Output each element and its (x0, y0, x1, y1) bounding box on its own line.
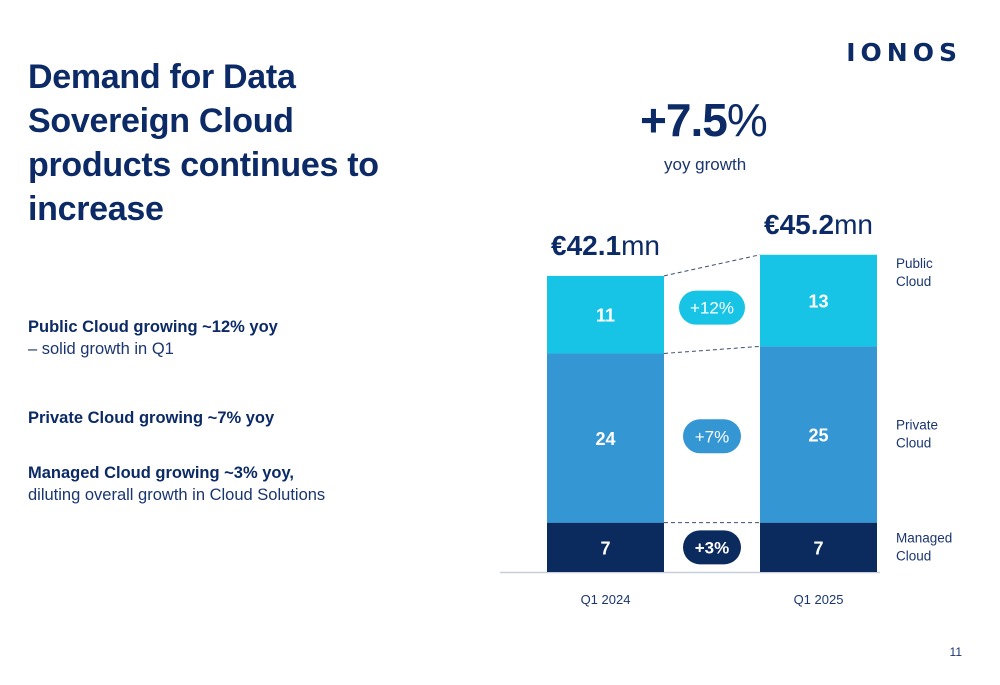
bar-total-label: €42.1mn (551, 230, 660, 261)
headline-growth-value: +7.5 (640, 94, 728, 146)
bar-value-label: 11 (596, 306, 615, 326)
bar-total-value: €45.2 (764, 209, 834, 240)
bar-private-cloud-q1-2024 (547, 353, 664, 523)
growth-pill-label: +7% (695, 427, 730, 446)
x-tick-label: Q1 2025 (794, 592, 844, 607)
bullet-private-cloud: Private Cloud growing ~7% yoy (28, 407, 274, 429)
legend-label: Private (896, 418, 938, 433)
x-tick-label: Q1 2024 (581, 592, 631, 607)
bar-private-cloud-q1-2025 (760, 346, 877, 523)
growth-pill-private-cloud (683, 419, 741, 454)
bullet-public-cloud-heading: Public Cloud growing ~12% yoy (28, 318, 278, 336)
legend-label: Managed (896, 530, 952, 545)
growth-pill-label: +12% (690, 299, 734, 318)
bar-value-label: 7 (813, 538, 823, 558)
connector-dashed-line (663, 345, 761, 354)
bullet-managed-cloud: Managed Cloud growing ~3% yoy, diluting … (28, 462, 325, 506)
page-number: 11 (949, 645, 962, 659)
legend-label: Public (896, 256, 933, 271)
headline-growth-unit: % (726, 94, 768, 146)
bar-total-unit: mn (621, 230, 660, 261)
bar-value-label: 24 (595, 429, 615, 449)
bar-managed-cloud-q1-2024 (547, 522, 664, 572)
headline-growth: +7.5% (640, 93, 768, 147)
growth-pill-label: +3% (695, 538, 730, 557)
bar-value-label: 25 (808, 426, 828, 446)
bullet-managed-cloud-detail: diluting overall growth in Cloud Solutio… (28, 486, 326, 504)
legend-label: Cloud (896, 548, 931, 563)
ionos-logo: IONOS (846, 38, 962, 67)
legend-label: Cloud (896, 274, 931, 289)
page-title: Demand for Data Sovereign Cloud products… (28, 58, 379, 228)
legend-label: Cloud (896, 436, 931, 451)
bar-total-value: €42.1 (551, 230, 621, 261)
bullet-private-cloud-heading: Private Cloud growing ~7% yoy (28, 409, 275, 427)
bar-value-label: 7 (600, 538, 610, 558)
bar-value-label: 13 (808, 292, 828, 312)
bar-public-cloud-q1-2025 (760, 254, 877, 347)
connector-dashed-line (663, 254, 761, 277)
bar-managed-cloud-q1-2025 (760, 522, 877, 572)
bar-total-unit: mn (834, 209, 873, 240)
bullet-public-cloud-detail: – solid growth in Q1 (28, 340, 174, 358)
growth-pill-public-cloud (679, 290, 745, 325)
headline-growth-label: yoy growth (664, 155, 747, 174)
bar-total-label: €45.2mn (764, 209, 873, 240)
bullet-public-cloud: Public Cloud growing ~12% yoy – solid gr… (28, 316, 278, 360)
bar-public-cloud-q1-2024 (547, 275, 664, 354)
bullet-managed-cloud-heading: Managed Cloud growing ~3% yoy, (28, 464, 295, 482)
growth-pill-managed-cloud (683, 530, 741, 565)
